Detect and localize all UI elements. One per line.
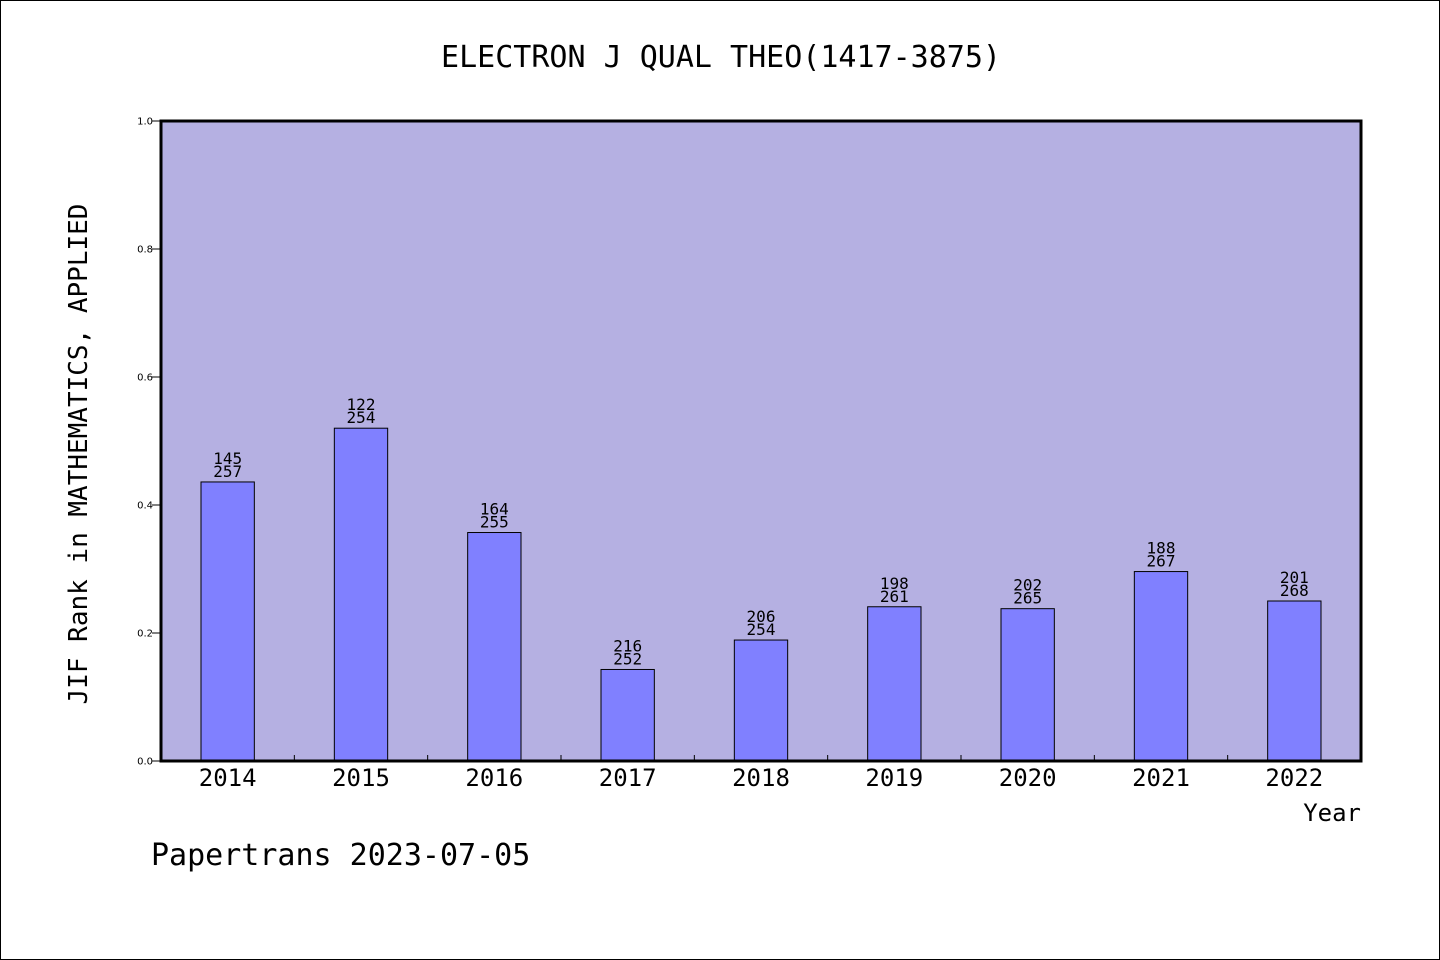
bar-total-label: 261 — [880, 587, 909, 606]
bar-2014 — [200, 481, 255, 762]
x-tick-label: 2016 — [465, 764, 523, 792]
x-tick-label: 2019 — [865, 764, 923, 792]
y-tick-label: 0.0 — [137, 757, 153, 768]
y-tick-label: 1.0 — [137, 117, 153, 128]
bar-2017 — [600, 668, 655, 762]
bar-rank-label: 145 — [213, 449, 242, 468]
bar-rank-label: 188 — [1147, 539, 1176, 558]
x-tick-label: 2017 — [599, 764, 657, 792]
x-tick-label: 2018 — [732, 764, 790, 792]
bar-total-label: 257 — [213, 462, 242, 481]
bar-rank-label: 202 — [1013, 576, 1042, 595]
bar-rank-label: 206 — [747, 607, 776, 626]
bar-labels: 1452571222541642552162522062541982612022… — [213, 395, 1309, 668]
bar-2018 — [733, 639, 789, 762]
bar-rank-label: 201 — [1280, 568, 1309, 587]
bar-total-label: 252 — [613, 649, 642, 668]
y-tick-label: 0.2 — [137, 629, 153, 640]
y-tick-label: 0.6 — [137, 373, 153, 384]
bar-rank-label: 216 — [613, 636, 642, 655]
y-axis: 0.0 0.2 0.4 0.6 0.8 1.0 — [137, 117, 161, 768]
x-tick-label: 2022 — [1265, 764, 1323, 792]
x-tick-label: 2020 — [999, 764, 1057, 792]
bar-rank-label: 164 — [480, 500, 509, 519]
bar-total-label: 254 — [347, 408, 376, 427]
y-tick-label: 0.8 — [137, 245, 153, 256]
x-tick-label: 2014 — [199, 764, 257, 792]
bar-total-label: 268 — [1280, 581, 1309, 600]
bar-2019 — [867, 606, 922, 762]
bar-2021 — [1133, 571, 1189, 762]
bar-total-label: 267 — [1147, 552, 1176, 571]
y-axis-label: JIF Rank in MATHEMATICS, APPLIED — [64, 204, 94, 705]
x-axis-label: Year — [1303, 799, 1361, 827]
chart-title: ELECTRON J QUAL THEO(1417-3875) — [441, 40, 1001, 75]
footer-credit: Papertrans 2023-07-05 — [151, 838, 530, 873]
x-tick-label: 2021 — [1132, 764, 1190, 792]
bar-total-label: 265 — [1013, 589, 1042, 608]
bar-total-label: 255 — [480, 513, 509, 532]
y-tick-label: 0.4 — [137, 501, 153, 512]
bar-rank-label: 122 — [347, 395, 376, 414]
bar-2015 — [333, 427, 389, 762]
bar-series — [200, 427, 1322, 762]
bar-2016 — [467, 532, 522, 762]
plot-area — [159, 119, 1363, 763]
bar-2020 — [1000, 608, 1055, 762]
bar-rank-label: 198 — [880, 574, 909, 593]
bar-2022 — [1267, 600, 1322, 762]
x-axis: 2014 2015 2016 2017 2018 2019 2020 2021 2022 — [199, 755, 1323, 792]
x-tick-label: 2015 — [332, 764, 390, 792]
bar-total-label: 254 — [747, 620, 776, 639]
